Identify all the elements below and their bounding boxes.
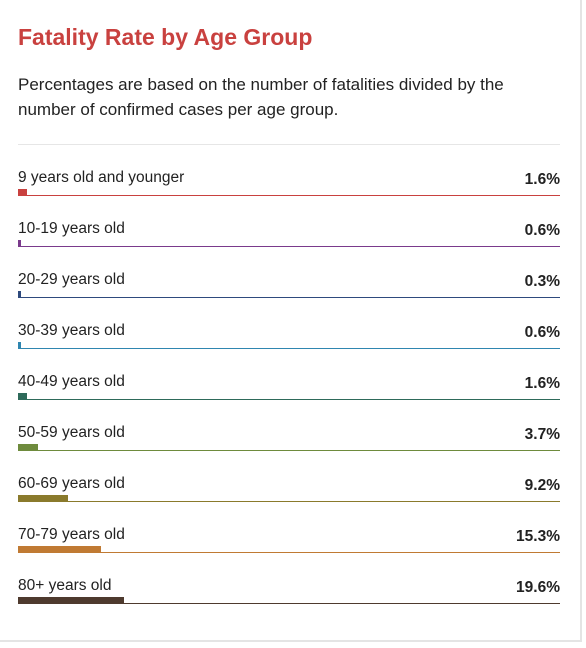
bar-label: 50-59 years old bbox=[18, 424, 125, 441]
bar-row: 60-69 years old 9.2% bbox=[18, 473, 560, 524]
bar bbox=[18, 240, 22, 247]
bar-value-label: 15.3% bbox=[516, 528, 560, 545]
bar-value-label: 0.3% bbox=[524, 273, 560, 290]
bar bbox=[18, 546, 101, 553]
bar-label: 70-79 years old bbox=[18, 526, 125, 543]
bar-row: 50-59 years old 3.7% bbox=[18, 422, 560, 473]
bar bbox=[18, 597, 125, 604]
bar-baseline bbox=[18, 399, 560, 400]
bar-label: 9 years old and younger bbox=[18, 169, 185, 186]
bar-baseline bbox=[18, 348, 560, 349]
bar-row: 40-49 years old 1.6% bbox=[18, 371, 560, 422]
bar-label: 60-69 years old bbox=[18, 475, 125, 492]
bar-value-label: 9.2% bbox=[524, 477, 560, 494]
bar-baseline bbox=[18, 297, 560, 298]
bar-row: 80+ years old 19.6% bbox=[18, 575, 560, 626]
bar-label: 80+ years old bbox=[18, 577, 112, 594]
bar-label: 10-19 years old bbox=[18, 220, 125, 237]
bar-row: 20-29 years old 0.3% bbox=[18, 269, 560, 320]
bar bbox=[18, 342, 22, 349]
bar-row: 70-79 years old 15.3% bbox=[18, 524, 560, 575]
bar-row: 30-39 years old 0.6% bbox=[18, 320, 560, 371]
bar-baseline bbox=[18, 552, 560, 553]
bar-baseline bbox=[18, 450, 560, 451]
bar bbox=[18, 291, 21, 298]
bar-rows: 9 years old and younger 1.6% 10-19 years o… bbox=[18, 167, 560, 626]
bar-label: 40-49 years old bbox=[18, 373, 125, 390]
bar-row: 10-19 years old 0.6% bbox=[18, 218, 560, 269]
bar-value-label: 1.6% bbox=[524, 171, 560, 188]
divider bbox=[18, 144, 560, 145]
bar-value-label: 3.7% bbox=[524, 426, 560, 443]
bar-baseline bbox=[18, 195, 560, 196]
bar-value-label: 1.6% bbox=[524, 375, 560, 392]
bar bbox=[18, 444, 39, 451]
bar-baseline bbox=[18, 603, 560, 604]
bar bbox=[18, 393, 27, 400]
bar-value-label: 0.6% bbox=[524, 324, 560, 341]
bar-baseline bbox=[18, 246, 560, 247]
chart-title: Fatality Rate by Age Group bbox=[18, 24, 313, 50]
chart-subtitle: Percentages are based on the number of f… bbox=[18, 75, 504, 119]
bar bbox=[18, 189, 27, 196]
bar-label: 20-29 years old bbox=[18, 271, 125, 288]
bar-baseline bbox=[18, 501, 560, 502]
bar bbox=[18, 495, 68, 502]
bar-value-label: 0.6% bbox=[524, 222, 560, 239]
bar-label: 30-39 years old bbox=[18, 322, 125, 339]
bar-value-label: 19.6% bbox=[516, 579, 560, 596]
bar-row: 9 years old and younger 1.6% bbox=[18, 167, 560, 218]
